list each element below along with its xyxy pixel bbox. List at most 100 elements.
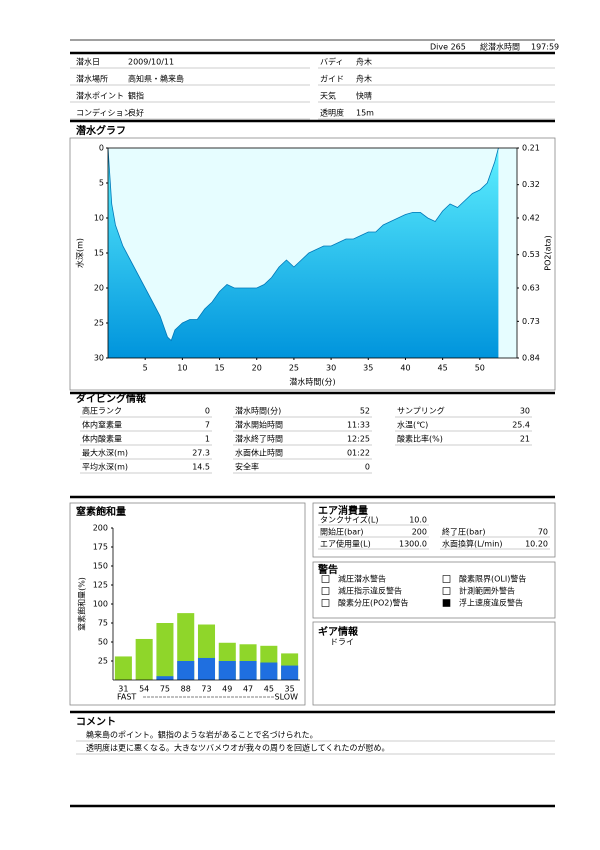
y-tick-label: 25: [94, 319, 104, 328]
field-value: 200: [412, 528, 427, 537]
fast-label: FAST: [117, 693, 136, 702]
field-value: 観指: [128, 91, 144, 101]
y-tick-label: 125: [93, 581, 108, 590]
field-label: タンクサイズ(L): [320, 515, 378, 525]
field-value: 舟木: [356, 74, 372, 84]
comment-line: 透明度は更に悪くなる。大きなツバメウオが我々の周りを回遊してくれたのが慰め。: [86, 743, 390, 753]
field-label: 天気: [320, 91, 336, 101]
field-label: バディ: [320, 57, 343, 67]
x-tick-label: 54: [139, 685, 149, 694]
field-label: 最大水深(m): [82, 448, 128, 458]
field-label: 水面休止時間: [235, 448, 283, 458]
y-axis-label: 窒素飽和量(%): [77, 577, 87, 631]
warning-label: 酸素限界(OLI)警告: [459, 574, 526, 584]
field-label: 潜水時間(分): [235, 406, 281, 416]
section-title: 潜水グラフ: [76, 124, 126, 137]
field-value: 52: [360, 407, 370, 416]
warning-label: 減圧潜水警告: [338, 574, 386, 584]
x-axis-label: 潜水時間(分): [289, 377, 335, 387]
y-tick-label: 15: [94, 249, 104, 258]
field-value: 2009/10/11: [128, 58, 174, 67]
warning-label: 計測範囲外警告: [459, 586, 515, 596]
field-value: 高知県・鵜来島: [128, 74, 184, 84]
field-label: 平均水深(m): [82, 462, 128, 472]
field-value: 27.3: [192, 449, 210, 458]
y-tick-label: 5: [99, 179, 104, 188]
bar: [156, 676, 174, 680]
warning-label: 減圧指示違反警告: [338, 586, 402, 596]
field-value: 0: [205, 407, 210, 416]
x-tick-label: 5: [143, 364, 148, 373]
y-tick-label: 10: [94, 214, 104, 223]
checkbox: [442, 599, 451, 607]
bar: [260, 662, 278, 680]
field-label: 潜水ポイント: [76, 91, 124, 101]
bar: [135, 638, 153, 680]
field-label: 体内酸素量: [82, 434, 122, 444]
y-tick-label: 100: [93, 600, 108, 609]
bar: [177, 661, 195, 680]
field-value: 70: [538, 528, 548, 537]
slow-label: SLOW: [275, 693, 299, 702]
y2-tick-label: 0.32: [522, 180, 540, 189]
field-value: 1: [205, 435, 210, 444]
section-title: ダイビング情報: [76, 392, 147, 405]
bar: [281, 665, 299, 680]
dive-number: Dive 265: [430, 43, 466, 52]
y-tick-label: 20: [94, 284, 104, 293]
x-tick-label: 10: [177, 364, 187, 373]
section-title: 窒素飽和量: [76, 505, 126, 518]
field-label: 酸素比率(%): [397, 434, 443, 444]
x-tick-label: 30: [326, 364, 336, 373]
field-value: 11:33: [347, 421, 370, 430]
field-value: 舟木: [356, 57, 372, 67]
field-label: コンディション: [76, 108, 131, 118]
field-label: 潜水場所: [76, 74, 108, 84]
bar: [197, 657, 216, 680]
field-label: サンプリング: [397, 406, 445, 416]
field-label: 高圧ランク: [82, 406, 122, 416]
field-label: 潜水開始時間: [235, 420, 283, 430]
warning-frame: [312, 561, 556, 619]
x-tick-label: 35: [285, 685, 295, 694]
field-value: 01:22: [347, 449, 370, 458]
field-label: 安全率: [235, 462, 259, 472]
bar: [239, 661, 257, 680]
field-label: 体内窒素量: [82, 420, 122, 430]
section-title: コメント: [76, 716, 116, 728]
total-time: 197:59: [531, 43, 559, 52]
y-tick-label: 200: [93, 524, 108, 533]
checkbox: [321, 587, 330, 595]
gear-value: ドライ: [330, 638, 354, 647]
y-tick-label: 25: [98, 657, 108, 666]
field-label: 水温(℃): [397, 420, 428, 430]
bar: [114, 656, 132, 680]
y-tick-label: 30: [94, 354, 104, 363]
field-value: 25.4: [512, 421, 530, 430]
field-value: 12:25: [347, 435, 370, 444]
field-value: 15m: [356, 109, 374, 118]
x-tick-label: 35: [363, 364, 373, 373]
bar: [156, 623, 174, 680]
y2-axis-label: PO2(ata): [544, 235, 553, 270]
field-value: 1300.0: [399, 540, 427, 549]
air-frame: [312, 502, 556, 558]
nitrogen-frame: [69, 502, 306, 706]
warning-label: 浮上速度違反警告: [459, 598, 523, 608]
x-tick-label: 45: [264, 685, 274, 694]
y2-tick-label: 0.21: [522, 144, 540, 153]
field-value: 14.5: [192, 463, 210, 472]
checkbox: [442, 575, 451, 583]
x-tick-label: 40: [400, 364, 410, 373]
checkbox: [442, 587, 451, 595]
field-value: 7: [205, 421, 210, 430]
x-tick-label: 20: [252, 364, 262, 373]
field-value: 21: [520, 435, 530, 444]
x-tick-label: 47: [243, 685, 253, 694]
field-label: 開始圧(bar): [320, 527, 364, 537]
depth-area: [108, 148, 499, 358]
x-tick-label: 45: [438, 364, 448, 373]
field-label: 終了圧(bar): [442, 527, 486, 537]
checkbox: [321, 575, 330, 583]
y-tick-label: 0: [99, 144, 104, 153]
